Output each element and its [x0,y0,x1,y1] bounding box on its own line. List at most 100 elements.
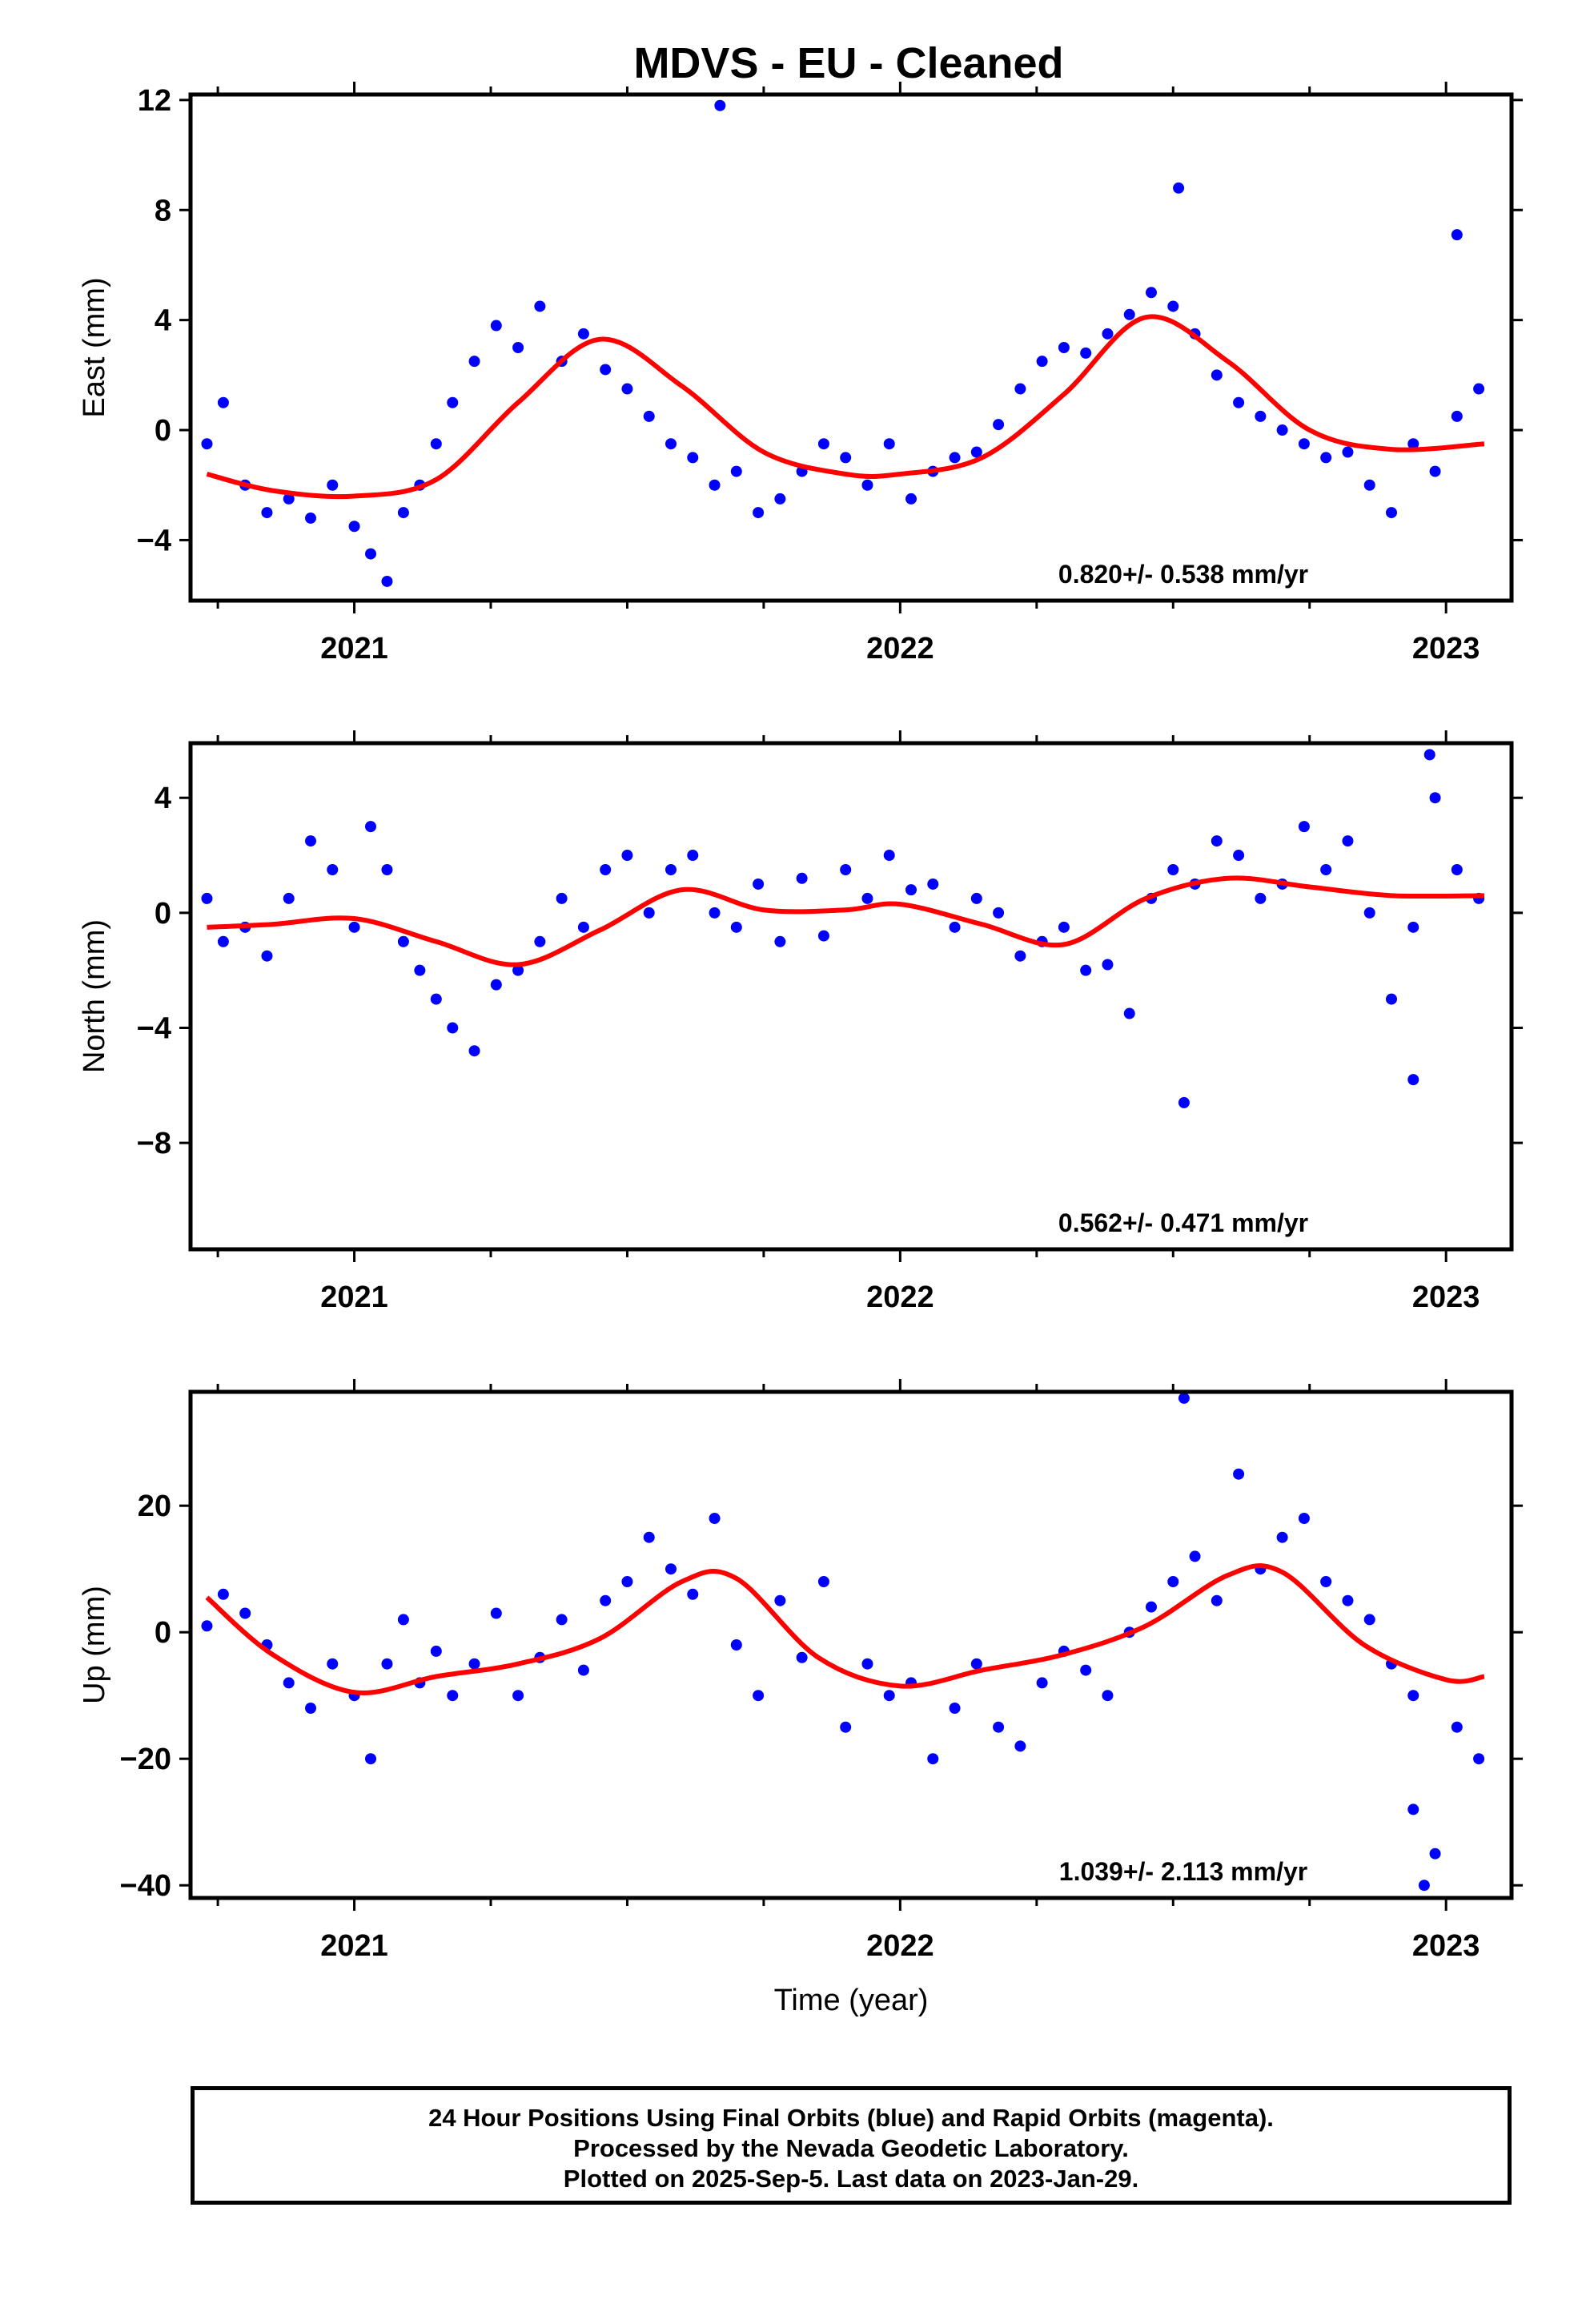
data-point [468,1658,480,1670]
data-point [774,1594,786,1606]
data-point [1146,287,1157,299]
data-point [1451,864,1463,875]
data-point [1429,465,1441,477]
data-point [970,892,982,904]
data-point [643,907,655,919]
data-point [1342,446,1354,458]
data-point [490,1607,502,1619]
y-tick-label: −20 [120,1743,171,1776]
data-point [414,964,426,976]
plot-frame [188,741,1514,1252]
rate-label: 0.562+/- 0.471 mm/yr [1058,1208,1308,1237]
data-point [1255,892,1267,904]
data-point [1407,1803,1419,1815]
data-point [714,99,726,111]
data-point [753,878,765,890]
data-point [447,396,459,408]
data-point [305,835,316,847]
rate-label: 1.039+/- 2.113 mm/yr [1059,1857,1307,1886]
data-point [365,1753,376,1765]
data-point [1080,964,1092,976]
data-point [1080,347,1092,359]
data-point [556,892,568,904]
data-point [1014,950,1026,962]
data-point [1429,1848,1441,1860]
data-point [993,907,1005,919]
data-point [970,1658,982,1670]
data-point [201,438,213,450]
data-point [397,1614,409,1626]
y-tick-label: −8 [137,1127,171,1160]
data-point [381,864,393,875]
data-point [753,507,765,519]
data-point [447,1690,459,1702]
data-point [1423,749,1435,761]
data-point [512,964,524,976]
panel-3: −40 −20 0 20 2021 2022 2023 Up (mm) Time (year) 1… [78,1379,1523,2017]
data-point [365,821,376,833]
y-tick-label: 8 [155,194,171,227]
data-point [447,1022,459,1034]
data-point [1102,959,1114,971]
data-point [283,493,295,505]
panel-1: −4 0 4 8 12 2021 2022 2023 East (mm) 0.820+/- 0.5… [78,82,1523,665]
data-point [730,921,742,933]
data-point [1407,1074,1419,1086]
data-point [201,1620,213,1632]
data-point [1167,864,1179,875]
data-point [1298,1513,1310,1524]
data-point [1102,1690,1114,1702]
data-point [1211,1594,1223,1606]
data-point [665,864,677,875]
y-tick-label: −4 [137,524,171,557]
data-point [430,1645,442,1657]
data-point [774,493,786,505]
data-point [1473,383,1485,395]
data-point [348,921,360,933]
data-point [217,1588,229,1600]
data-point [993,419,1005,431]
data-point [817,1576,829,1587]
data-point [490,979,502,991]
data-point [1233,1468,1245,1480]
data-point [1342,835,1354,847]
data-point [1233,850,1245,862]
data-point [534,935,546,947]
data-point [1189,1550,1201,1562]
data-point [512,1690,524,1702]
footer-line-1: 24 Hour Positions Using Final Orbits (bl… [428,2104,1274,2132]
data-point [927,878,939,890]
y-axis-label: East (mm) [78,277,111,417]
data-point [305,512,316,524]
data-point [1233,396,1245,408]
data-point [730,465,742,477]
data-point [1363,479,1375,491]
data-point [1255,410,1267,422]
data-point [861,479,873,491]
y-tick-label: −4 [137,1012,171,1046]
data-point [883,438,895,450]
data-point [397,507,409,519]
footer-box: 24 Hour Positions Using Final Orbits (bl… [191,2086,1512,2205]
data-point [468,356,480,368]
data-point [949,921,961,933]
data-point [430,993,442,1005]
y-tick-label: 20 [138,1490,171,1523]
plot-frame [188,1389,1514,1900]
data-point [1407,1690,1419,1702]
data-point [261,950,273,962]
data-point [1178,1096,1190,1108]
data-point [1473,1753,1485,1765]
data-point [970,446,982,458]
data-point [817,930,829,942]
data-point [512,342,524,353]
data-point [883,850,895,862]
data-point [381,575,393,587]
data-point [817,438,829,450]
data-point [1080,1664,1092,1676]
data-point [1058,342,1070,353]
data-point [643,410,655,422]
y-tick-label: 12 [138,84,171,118]
